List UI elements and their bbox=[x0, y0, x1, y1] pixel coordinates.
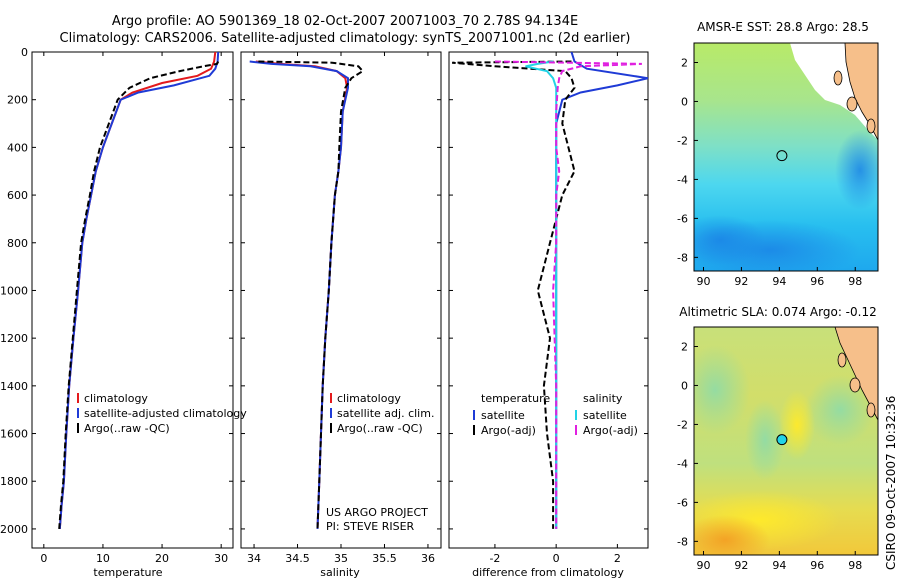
difference-legend-title-salinity: salinity bbox=[583, 392, 623, 405]
depth-tick-label: 600 bbox=[7, 189, 28, 202]
depth-tick-label: 200 bbox=[7, 94, 28, 107]
salinity-series-satellite-adj-clim- bbox=[249, 60, 349, 529]
depth-tick-label: 800 bbox=[7, 237, 28, 250]
figure-title-line2: Climatology: CARS2006. Satellite-adjuste… bbox=[60, 31, 631, 46]
depth-tick-label: 1800 bbox=[0, 475, 28, 488]
temperature-axes-frame bbox=[31, 51, 234, 549]
sst-land bbox=[844, 43, 878, 141]
difference-series-temperature-satellite bbox=[555, 52, 648, 529]
difference-legend-label: Argo(-adj) bbox=[481, 424, 536, 437]
sla-map-title: Altimetric SLA: 0.074 Argo: -0.12 bbox=[679, 305, 876, 319]
sla_map-xtick-label: 92 bbox=[734, 559, 748, 572]
sst_map-xtick-label: 98 bbox=[848, 275, 862, 288]
sla_map-xtick-label: 94 bbox=[772, 559, 786, 572]
salinity-legend-label: satellite adj. clim. bbox=[337, 407, 434, 420]
temperature-xtick-label: 30 bbox=[214, 552, 228, 565]
difference-axes-frame bbox=[448, 51, 649, 549]
sla_map-ytick-label: -6 bbox=[677, 496, 688, 509]
sst_map-ytick-label: 2 bbox=[681, 56, 688, 69]
difference-xtick-label: 0 bbox=[553, 552, 560, 565]
difference-series-salinity-satellite bbox=[525, 60, 558, 529]
sst_map-frame bbox=[693, 42, 879, 272]
difference-series-salinity-argo-adj- bbox=[494, 60, 642, 529]
salinity-series-argo-raw-qc- bbox=[258, 60, 365, 529]
temperature-xtick-label: 0 bbox=[40, 552, 47, 565]
depth-tick-label: 400 bbox=[7, 141, 28, 154]
depth-tick-label: 1200 bbox=[0, 332, 28, 345]
temperature-series-satellite-adjusted-climatology bbox=[58, 52, 220, 529]
temperature-panel: 0 10 20 30 0 200 400 600 800 1000 1200 1400 1600 1800… bbox=[0, 46, 247, 579]
difference-xtick-label: 2 bbox=[614, 552, 621, 565]
sla-land bbox=[834, 327, 878, 421]
sla_map-xtick-label: 96 bbox=[810, 559, 824, 572]
sla_map-ytick-label: -4 bbox=[677, 457, 688, 470]
sst_map-ytick-label: -6 bbox=[677, 212, 688, 225]
sst_map-xtick-label: 90 bbox=[696, 275, 710, 288]
sla_map-frame bbox=[693, 326, 879, 556]
sst-field bbox=[694, 43, 878, 271]
salinity-xtick-label: 35.5 bbox=[372, 552, 397, 565]
difference-legend-label: Argo(-adj) bbox=[583, 424, 638, 437]
sla-map: Altimetric SLA: 0.074 Argo: -0.12 90 92 94… bbox=[677, 305, 879, 572]
sst_map-xtick-label: 96 bbox=[810, 275, 824, 288]
difference-series-temperature-argo-adj- bbox=[452, 60, 576, 529]
salinity-xlabel: salinity bbox=[320, 566, 360, 579]
temperature-xlabel: temperature bbox=[93, 566, 162, 579]
sst_map-xtick-label: 94 bbox=[772, 275, 786, 288]
sla_map-ytick-label: 0 bbox=[681, 379, 688, 392]
temperature-legend-label: climatology bbox=[84, 392, 148, 405]
salinity-legend-label: Argo(..raw -QC) bbox=[337, 422, 423, 435]
project-annotation: US ARGO PROJECT bbox=[326, 506, 428, 519]
difference-xtick-label: -2 bbox=[489, 552, 500, 565]
sst-map: AMSR-E SST: 28.8 Argo: 28.5 90 92 94 96 98 2 0… bbox=[677, 20, 879, 288]
difference-legend-label: satellite bbox=[481, 409, 525, 422]
figure-title-line1: Argo profile: AO 5901369_18 02-Oct-2007 … bbox=[112, 14, 578, 29]
sla_map-xtick-label: 90 bbox=[696, 559, 710, 572]
salinity-xtick-label: 36 bbox=[421, 552, 435, 565]
temperature-legend-label: satellite-adjusted climatology bbox=[84, 407, 247, 420]
credit-text: CSIRO 09-Oct-2007 10:32:36 bbox=[884, 396, 898, 570]
salinity-xtick-label: 34 bbox=[247, 552, 261, 565]
depth-tick-label: 2000 bbox=[0, 523, 28, 536]
sst-map-title: AMSR-E SST: 28.8 Argo: 28.5 bbox=[697, 20, 869, 34]
temperature-legend-label: Argo(..raw -QC) bbox=[84, 422, 170, 435]
salinity-panel: 34 34.5 35 35.5 36 salinity climatology satelli… bbox=[240, 51, 442, 579]
difference-legend-title-temperature: temperature bbox=[481, 392, 550, 405]
temperature-xtick-label: 20 bbox=[155, 552, 169, 565]
difference-xlabel: difference from climatology bbox=[472, 566, 624, 579]
sst_map-ytick-label: 0 bbox=[681, 95, 688, 108]
difference-legend-label: satellite bbox=[583, 409, 627, 422]
sla-field bbox=[694, 327, 878, 555]
sst_map-ytick-label: -2 bbox=[677, 134, 688, 147]
depth-tick-label: 1000 bbox=[0, 284, 28, 297]
salinity-xtick-label: 35 bbox=[334, 552, 348, 565]
sla-argo-marker bbox=[776, 434, 788, 446]
sla_map-ytick-label: 2 bbox=[681, 340, 688, 353]
salinity-series-climatology bbox=[255, 60, 349, 529]
sla_map-xtick-label: 98 bbox=[848, 559, 862, 572]
salinity-xtick-label: 34.5 bbox=[285, 552, 310, 565]
temperature-xtick-label: 10 bbox=[96, 552, 110, 565]
salinity-legend-label: climatology bbox=[337, 392, 401, 405]
temperature-series-climatology bbox=[58, 52, 217, 529]
depth-tick-label: 1600 bbox=[0, 428, 28, 441]
sla_map-ytick-label: -2 bbox=[677, 418, 688, 431]
sla_map-ytick-label: -8 bbox=[677, 535, 688, 548]
temperature-series-argo-raw-qc- bbox=[58, 61, 220, 529]
project-annotation: PI: STEVE RISER bbox=[326, 520, 415, 533]
sst_map-ytick-label: -4 bbox=[677, 173, 688, 186]
depth-tick-label: 1400 bbox=[0, 380, 28, 393]
sst-argo-marker bbox=[776, 150, 788, 162]
sst_map-ytick-label: -8 bbox=[677, 251, 688, 264]
depth-tick-label: 0 bbox=[21, 46, 28, 59]
sst_map-xtick-label: 92 bbox=[734, 275, 748, 288]
